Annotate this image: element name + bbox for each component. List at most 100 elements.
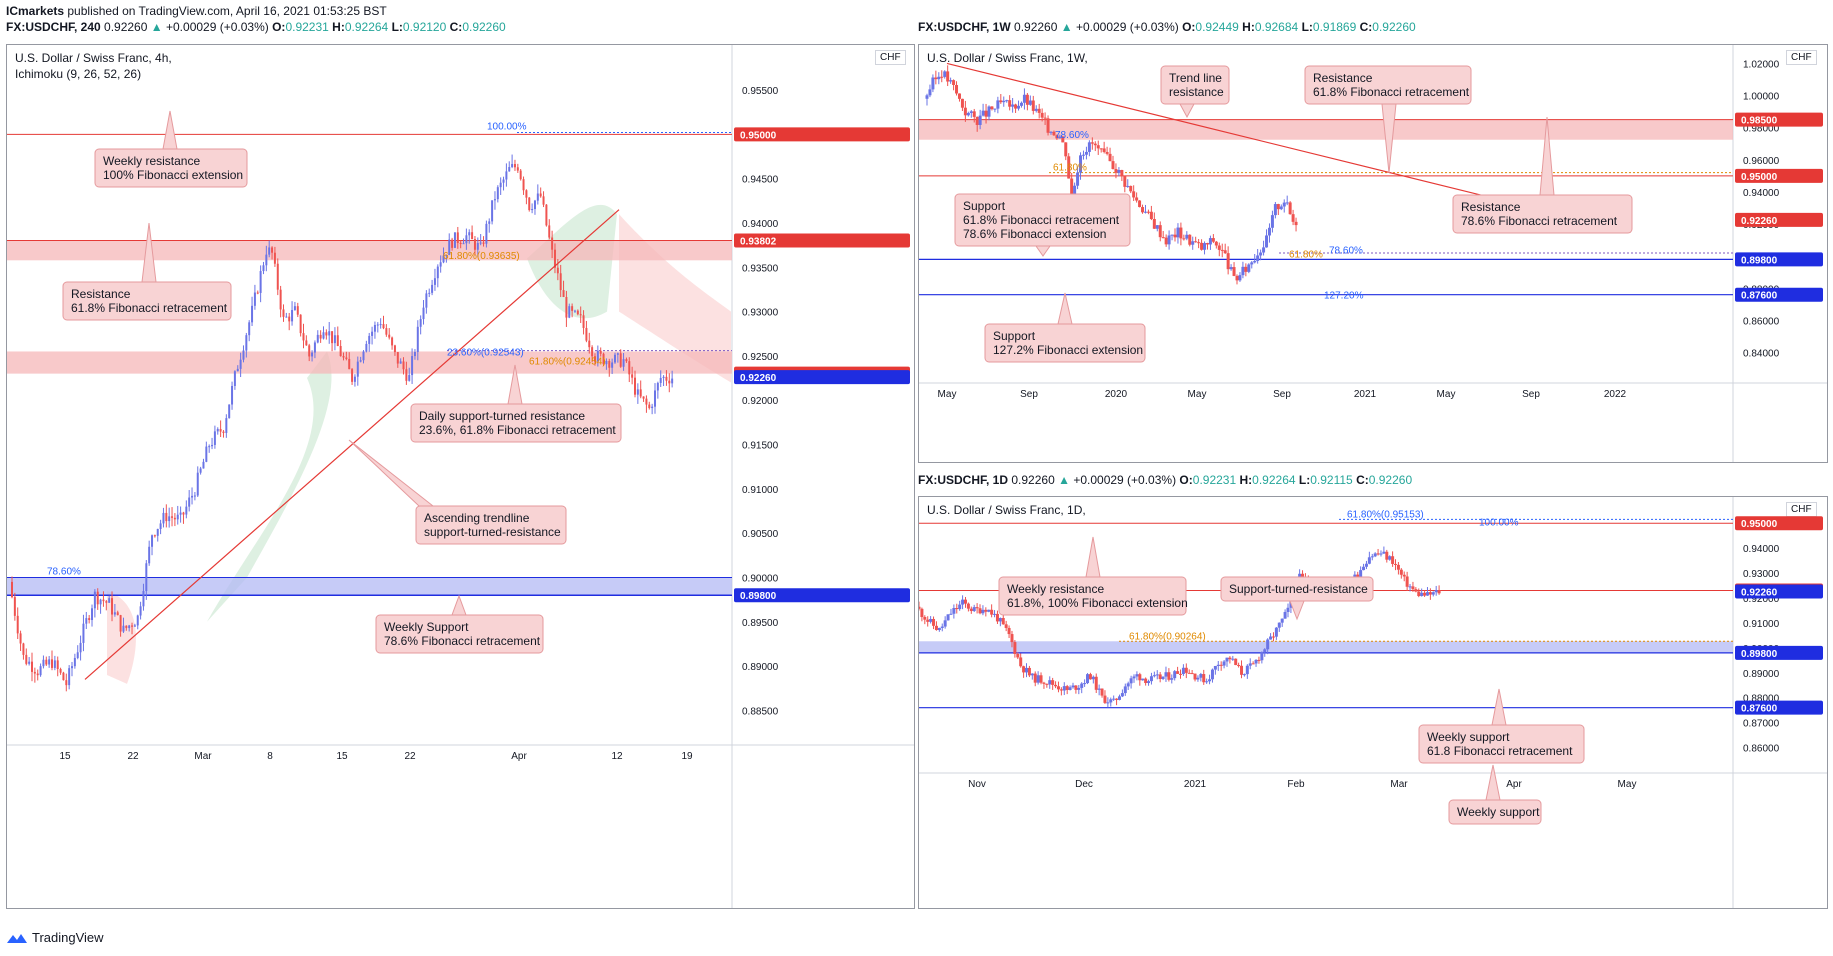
annotation-support-1272-text: Support xyxy=(993,329,1036,343)
candle-body xyxy=(488,221,491,224)
candle-body xyxy=(1146,211,1150,213)
candle-body xyxy=(502,179,505,183)
x-tick-label: 15 xyxy=(59,751,71,762)
open-1d: 0.92231 xyxy=(1192,473,1237,487)
candle-body xyxy=(1271,636,1275,638)
candlestick-chart-1w[interactable]: 1.020001.000000.980000.960000.940000.920… xyxy=(919,45,1827,462)
price-label-text: 0.92260 xyxy=(740,373,777,384)
candle-body xyxy=(1205,681,1209,683)
y-tick-label: 0.92000 xyxy=(742,396,779,407)
price-label-box xyxy=(1735,516,1823,531)
candle-body xyxy=(1097,688,1101,690)
candle-body xyxy=(1064,142,1068,157)
candle-body xyxy=(188,497,191,507)
candle-body xyxy=(262,265,265,272)
candle-body xyxy=(331,331,334,344)
candle-body xyxy=(1084,151,1088,155)
candle-body xyxy=(1226,253,1230,270)
candle-body xyxy=(451,239,454,248)
annotation-daily-support-turned-resistance-text: 23.6%, 61.8% Fibonacci retracement xyxy=(419,423,616,437)
candle-body xyxy=(1217,245,1221,250)
y-tick-label: 0.84000 xyxy=(1743,349,1780,360)
candle-body xyxy=(402,361,405,370)
candle-body xyxy=(431,284,434,293)
candle-body xyxy=(937,627,941,631)
candle-body xyxy=(479,242,482,244)
chart-panel-4h[interactable]: U.S. Dollar / Swiss Franc, 4h, Ichimoku … xyxy=(6,44,915,909)
candle-body xyxy=(639,389,642,397)
candle-body xyxy=(1241,266,1245,276)
candle-body xyxy=(1117,696,1121,700)
candle-body xyxy=(559,273,562,291)
candle-body xyxy=(159,523,162,529)
candle-body xyxy=(445,255,448,257)
candle-body xyxy=(171,516,174,518)
candle-body xyxy=(348,358,351,370)
price-label-text: 0.95000 xyxy=(1741,519,1778,530)
candle-body xyxy=(1234,658,1238,666)
candlestick-chart-4h[interactable]: 0.95500 0.95000 0.94500 0.94000 0.93500 0.930… xyxy=(7,45,914,908)
price-label-text: 0.95000 xyxy=(1741,172,1778,183)
callout-pointer xyxy=(1035,245,1051,257)
candle-body xyxy=(373,324,376,332)
currency-badge-4h[interactable]: CHF xyxy=(875,50,906,65)
candlestick-chart-1d[interactable]: 0.950000.940000.930000.920000.910000.900… xyxy=(919,497,1827,908)
candle-body xyxy=(33,671,36,674)
candle-body xyxy=(1011,104,1015,107)
candle-body xyxy=(648,404,651,409)
high-1w: 0.92684 xyxy=(1254,20,1299,34)
candle-body xyxy=(211,444,214,447)
candle-body xyxy=(611,362,614,368)
candle-body xyxy=(1391,556,1395,564)
candle-body xyxy=(448,239,451,256)
tradingview-footer[interactable]: TradingView xyxy=(6,930,104,945)
candle-body xyxy=(85,618,88,624)
candle-body xyxy=(665,376,668,381)
symbol-4h: FX:USDCHF, 240 xyxy=(6,20,101,34)
chart-panel-1d[interactable]: U.S. Dollar / Swiss Franc, 1D, CHF 0.950… xyxy=(918,496,1828,909)
candle-body xyxy=(1065,686,1069,690)
candle-body xyxy=(1048,680,1052,685)
candle-body xyxy=(1282,202,1286,207)
candle-body xyxy=(576,310,579,315)
up-arrow-icon: ▲ xyxy=(1058,473,1070,487)
candle-body xyxy=(1129,185,1133,192)
price-label-box xyxy=(1735,584,1823,599)
candle-body xyxy=(533,200,536,210)
candle-body xyxy=(1025,667,1029,673)
candle-body xyxy=(165,512,168,522)
candle-body xyxy=(133,625,136,627)
candle-body xyxy=(142,590,145,607)
candle-body xyxy=(1045,683,1049,685)
price-label-box xyxy=(734,370,910,385)
fib-label: 78.60% xyxy=(47,566,81,577)
candle-body xyxy=(385,328,388,335)
candle-body xyxy=(1274,627,1278,637)
candle-body xyxy=(136,615,139,626)
y-tick-label: 0.98000 xyxy=(1743,124,1780,135)
candle-body xyxy=(1087,142,1091,152)
currency-badge-1w[interactable]: CHF xyxy=(1786,50,1817,65)
candle-body xyxy=(145,563,148,591)
price-label-text: 0.87600 xyxy=(1741,291,1778,302)
candle-body xyxy=(428,292,431,294)
annotation-daily-support-turned-resistance-text: Daily support-turned resistance xyxy=(419,409,585,423)
up-arrow-icon: ▲ xyxy=(150,20,163,34)
candle-body xyxy=(79,642,82,653)
candle-body xyxy=(1080,683,1084,688)
candle-body xyxy=(536,193,539,201)
candle-body xyxy=(955,85,959,94)
chart-panel-1w[interactable]: U.S. Dollar / Swiss Franc, 1W, CHF 1.020… xyxy=(918,44,1828,463)
candle-body xyxy=(11,581,13,598)
candle-body xyxy=(525,190,528,198)
candle-body xyxy=(1167,672,1171,680)
candle-body xyxy=(1002,100,1006,103)
candle-body xyxy=(1431,592,1435,595)
candle-body xyxy=(1423,592,1427,596)
candle-body xyxy=(242,350,245,360)
candle-body xyxy=(1105,151,1109,154)
y-tick-label: 0.89500 xyxy=(742,618,779,629)
ascending-trendline xyxy=(84,209,620,680)
candle-body xyxy=(1096,145,1100,149)
candle-body xyxy=(1158,225,1162,238)
